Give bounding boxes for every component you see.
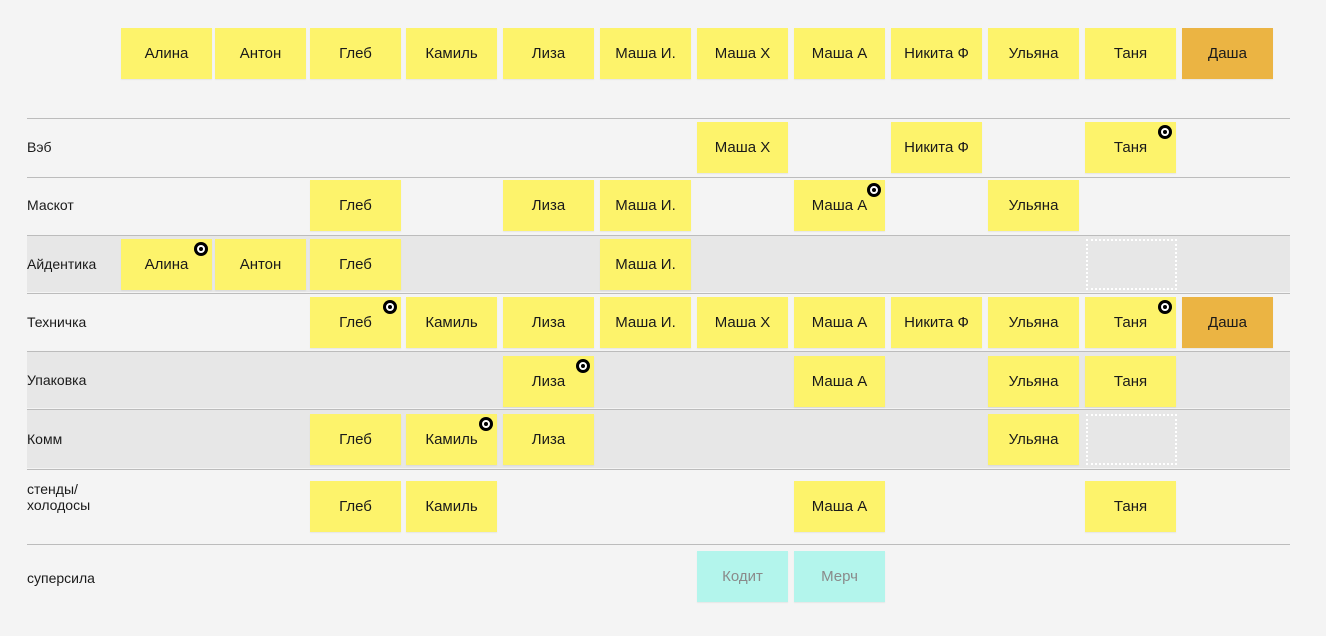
row-background bbox=[27, 352, 1290, 408]
empty-slot bbox=[1086, 414, 1177, 465]
sticky-note[interactable]: Глеб bbox=[310, 481, 401, 532]
sticky-note[interactable]: Алина bbox=[121, 28, 212, 79]
row-divider bbox=[27, 469, 1290, 470]
sticky-note[interactable]: Маша Х bbox=[697, 122, 788, 173]
sticky-note[interactable]: Глеб bbox=[310, 239, 401, 290]
sticky-note[interactable]: Маша А bbox=[794, 297, 885, 348]
sticky-note[interactable]: Маша И. bbox=[600, 297, 691, 348]
sticky-note[interactable]: Даша bbox=[1182, 297, 1273, 348]
row-label: Маскот bbox=[27, 197, 74, 213]
lead-marker bbox=[383, 300, 397, 314]
row-divider bbox=[27, 351, 1290, 352]
sticky-note[interactable]: Ульяна bbox=[988, 28, 1079, 79]
sticky-note[interactable]: Ульяна bbox=[988, 414, 1079, 465]
sticky-note[interactable]: Маша А bbox=[794, 28, 885, 79]
sticky-note[interactable]: Лиза bbox=[503, 297, 594, 348]
sticky-note[interactable]: Таня bbox=[1085, 28, 1176, 79]
sticky-note[interactable]: Глеб bbox=[310, 414, 401, 465]
lead-marker bbox=[1158, 125, 1172, 139]
sticky-note[interactable]: Маша И. bbox=[600, 28, 691, 79]
row-label: Упаковка bbox=[27, 372, 87, 388]
lead-marker bbox=[1158, 300, 1172, 314]
row-divider bbox=[27, 409, 1290, 410]
lead-marker bbox=[194, 242, 208, 256]
row-divider bbox=[27, 293, 1290, 294]
sticky-note[interactable]: Маша А bbox=[794, 356, 885, 407]
sticky-note[interactable]: Маша Х bbox=[697, 28, 788, 79]
row-background bbox=[27, 410, 1290, 468]
sticky-note[interactable]: Таня bbox=[1085, 356, 1176, 407]
sticky-note[interactable]: Лиза bbox=[503, 414, 594, 465]
sticky-note[interactable]: Камиль bbox=[406, 28, 497, 79]
sticky-note[interactable]: Никита Ф bbox=[891, 28, 982, 79]
sticky-note[interactable]: Мерч bbox=[794, 551, 885, 602]
row-divider bbox=[27, 235, 1290, 236]
sticky-note[interactable]: Ульяна bbox=[988, 297, 1079, 348]
row-label: суперсила bbox=[27, 570, 95, 586]
sticky-note[interactable]: Камиль bbox=[406, 297, 497, 348]
row-label: Комм bbox=[27, 431, 63, 447]
row-divider bbox=[27, 177, 1290, 178]
row-label: стенды/ холодосы bbox=[27, 481, 91, 513]
sticky-note[interactable]: Ульяна bbox=[988, 356, 1079, 407]
row-label: Айдентика bbox=[27, 256, 97, 272]
sticky-note[interactable]: Лиза bbox=[503, 28, 594, 79]
empty-slot bbox=[1086, 239, 1177, 290]
sticky-note[interactable]: Глеб bbox=[310, 28, 401, 79]
sticky-note[interactable]: Антон bbox=[215, 239, 306, 290]
row-label: Вэб bbox=[27, 139, 52, 155]
sticky-note[interactable]: Лиза bbox=[503, 180, 594, 231]
row-divider bbox=[27, 544, 1290, 545]
lead-marker bbox=[576, 359, 590, 373]
row-label: Техничка bbox=[27, 314, 87, 330]
sticky-note[interactable]: Глеб bbox=[310, 180, 401, 231]
sticky-note[interactable]: Маша И. bbox=[600, 180, 691, 231]
sticky-note[interactable]: Маша И. bbox=[600, 239, 691, 290]
lead-marker bbox=[867, 183, 881, 197]
sticky-note[interactable]: Маша А bbox=[794, 481, 885, 532]
sticky-note[interactable]: Маша Х bbox=[697, 297, 788, 348]
sticky-note[interactable]: Никита Ф bbox=[891, 122, 982, 173]
sticky-note[interactable]: Кодит bbox=[697, 551, 788, 602]
sticky-note[interactable]: Камиль bbox=[406, 481, 497, 532]
sticky-note[interactable]: Ульяна bbox=[988, 180, 1079, 231]
sticky-note[interactable]: Антон bbox=[215, 28, 306, 79]
sticky-note[interactable]: Никита Ф bbox=[891, 297, 982, 348]
sticky-note[interactable]: Таня bbox=[1085, 481, 1176, 532]
sticky-note[interactable]: Даша bbox=[1182, 28, 1273, 79]
lead-marker bbox=[479, 417, 493, 431]
row-divider bbox=[27, 118, 1290, 119]
